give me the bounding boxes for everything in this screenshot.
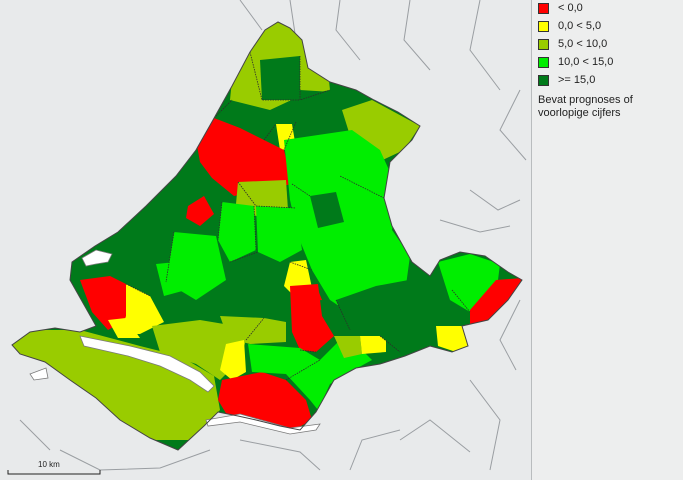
region-north-dark[interactable]	[260, 56, 300, 100]
waterways	[29, 249, 321, 435]
region-dordrecht[interactable]	[248, 340, 372, 410]
region-central-green[interactable]	[284, 130, 410, 318]
region-gorinchem[interactable]	[470, 278, 522, 326]
legend-panel: < 0,0 0,0 < 5,0 5,0 < 10,0 10,0 < 15,0 >…	[531, 0, 683, 480]
legend-label: 0,0 < 5,0	[558, 19, 602, 32]
province-map[interactable]	[0, 0, 531, 480]
legend-swatch	[538, 38, 549, 50]
region-rotterdam[interactable]	[290, 284, 334, 352]
scale-bar	[7, 470, 101, 475]
legend-item-5-10: 5,0 < 10,0	[538, 37, 607, 51]
legend-item-negative: < 0,0	[538, 1, 583, 15]
region-hoek-van-holland[interactable]	[80, 276, 126, 330]
legend-swatch	[538, 74, 549, 86]
region-green-mid[interactable]	[256, 206, 302, 262]
legend-label: 5,0 < 10,0	[558, 37, 608, 50]
legend-label: < 0,0	[558, 1, 583, 14]
region-den-haag[interactable]	[196, 118, 292, 196]
region-central-dark[interactable]	[310, 192, 344, 228]
region-red-small-west[interactable]	[186, 196, 214, 226]
region-papendrecht[interactable]	[334, 336, 362, 358]
region-north-center[interactable]	[296, 90, 350, 128]
maasvlakte-harbour	[81, 249, 113, 267]
municipal-borders	[125, 51, 471, 381]
legend-note: Bevat prognoses of voorlopige cijfers	[538, 94, 633, 119]
map-area[interactable]: 10 km	[0, 0, 531, 480]
region-yellow-south[interactable]	[220, 340, 246, 380]
region-rotterdam-north[interactable]	[300, 290, 322, 302]
scale-label: 10 km	[38, 460, 60, 469]
lake-south-west	[29, 367, 49, 381]
region-albrandswaard[interactable]	[220, 316, 286, 344]
legend-label: 10,0 < 15,0	[558, 55, 614, 68]
legend-label: >= 15,0	[558, 73, 596, 86]
legend-item-15-plus: >= 15,0	[538, 73, 595, 87]
legend-swatch	[538, 2, 549, 14]
region-green-west[interactable]	[218, 202, 256, 262]
region-maassluis[interactable]	[120, 284, 164, 334]
neighbor-borders	[19, 0, 527, 471]
legend-swatch	[538, 20, 549, 32]
region-yellow-east[interactable]	[360, 336, 386, 354]
region-alblasserwaard[interactable]	[336, 276, 452, 352]
legend-item-0-5: 0,0 < 5,0	[538, 19, 601, 33]
haringvliet	[79, 335, 215, 393]
province-outline	[11, 21, 523, 451]
province-regions	[12, 22, 522, 450]
legend-swatch	[538, 56, 549, 68]
hollands-diep	[205, 413, 321, 435]
region-yellow-west-small[interactable]	[108, 318, 140, 338]
region-green-coast[interactable]	[156, 262, 186, 296]
legend-item-10-15: 10,0 < 15,0	[538, 55, 613, 69]
